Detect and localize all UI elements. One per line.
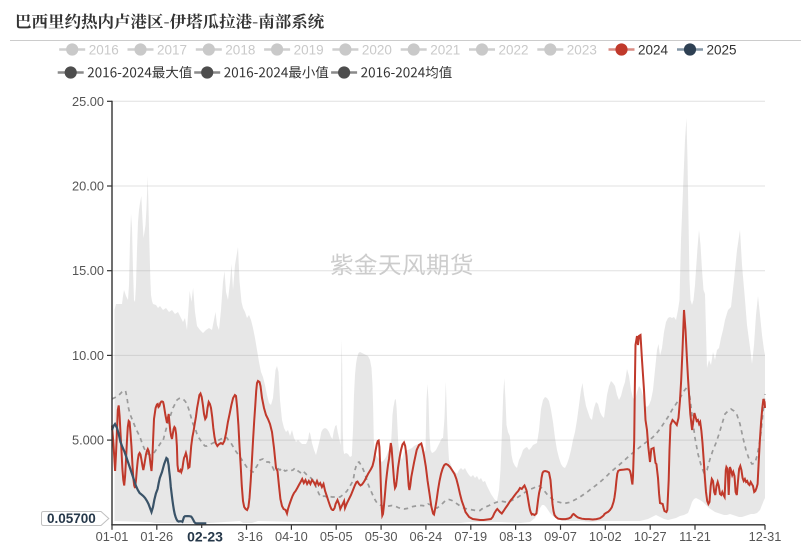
svg-text:07-19: 07-19 (454, 529, 487, 544)
svg-text:2019: 2019 (294, 42, 324, 57)
svg-text:2017: 2017 (157, 42, 187, 57)
svg-text:2025: 2025 (707, 42, 737, 57)
svg-text:03-16: 03-16 (230, 529, 263, 544)
svg-text:01-01: 01-01 (96, 529, 129, 544)
svg-text:10.00: 10.00 (72, 348, 104, 363)
svg-text:05-30: 05-30 (365, 529, 398, 544)
svg-text:2016: 2016 (89, 42, 119, 57)
svg-text:10-02: 10-02 (589, 529, 622, 544)
svg-text:04-10: 04-10 (275, 529, 308, 544)
svg-text:2022: 2022 (499, 42, 529, 57)
svg-text:12-31: 12-31 (749, 529, 782, 544)
svg-text:2023: 2023 (567, 42, 597, 57)
svg-text:20.00: 20.00 (72, 179, 104, 194)
svg-text:10-27: 10-27 (634, 529, 667, 544)
svg-text:2021: 2021 (430, 42, 460, 57)
svg-text:15.00: 15.00 (72, 263, 104, 278)
svg-text:02-23: 02-23 (187, 529, 223, 545)
svg-text:2020: 2020 (362, 42, 392, 57)
svg-text:06-24: 06-24 (410, 529, 443, 544)
svg-text:08-13: 08-13 (499, 529, 532, 544)
svg-text:0.05700: 0.05700 (47, 511, 96, 526)
svg-text:05-05: 05-05 (320, 529, 353, 544)
svg-text:01-26: 01-26 (140, 529, 173, 544)
svg-text:2018: 2018 (225, 42, 255, 57)
svg-text:09-07: 09-07 (544, 529, 577, 544)
svg-text:2024: 2024 (638, 42, 669, 57)
svg-text:5.000: 5.000 (72, 433, 104, 448)
svg-text:25.00: 25.00 (72, 94, 104, 109)
svg-text:11-21: 11-21 (679, 529, 711, 544)
